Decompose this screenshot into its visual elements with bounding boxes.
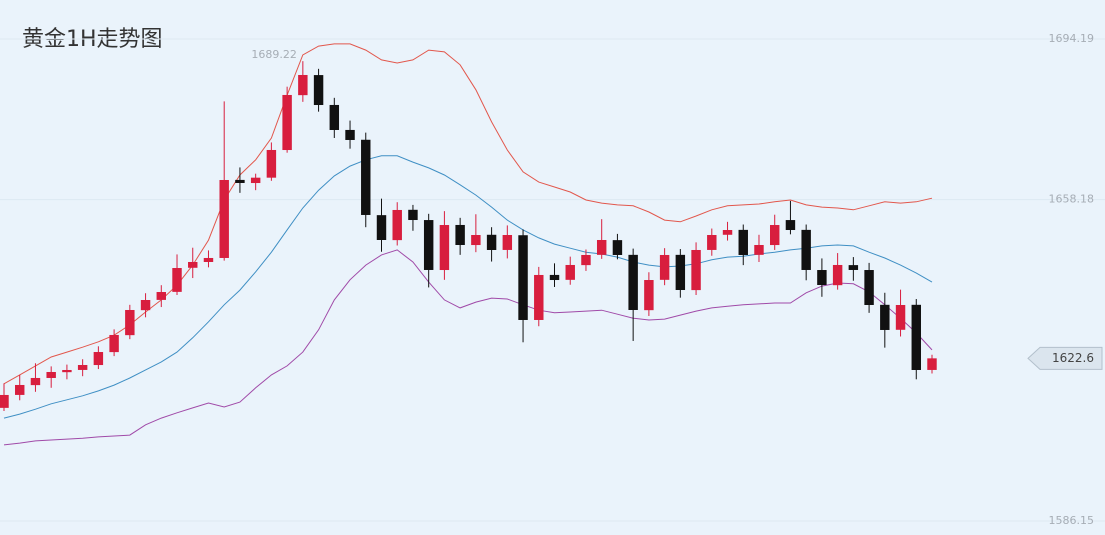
band-line [3,155,933,419]
candle-body [313,75,324,106]
candle-body [140,299,151,311]
candle-body [392,209,402,241]
candle-body [188,261,198,268]
candle-body [848,265,859,270]
candle-body [376,215,387,240]
candle-body [266,149,277,178]
candle-body [895,304,906,330]
candle-body [596,239,607,255]
candle-body [282,94,292,151]
y-tick-label: 1694.19 [1049,32,1095,45]
candle-body [880,304,890,330]
candle-body [361,139,371,215]
high-label: 1689.22 [251,48,297,61]
candle-body [502,235,513,250]
candle-body [738,229,748,255]
y-tick-label: 1586.15 [1049,514,1095,527]
candle-body [62,369,72,373]
candle-body [203,257,214,262]
candle-body [15,384,25,395]
candle-body [109,334,119,353]
candle-body [93,352,104,366]
candle-body [518,235,528,320]
candle-body [329,104,340,130]
candle-body [628,254,638,310]
candle-body [298,74,308,96]
candle-body [927,358,937,370]
candle-body [439,225,450,271]
candle-body [911,304,921,370]
candle-body [235,179,245,183]
candle-body [612,240,623,255]
candle-body [691,249,701,291]
candle-body [46,371,56,378]
candle-body [172,268,182,292]
price-tag-label: 1622.6 [1052,351,1094,365]
candle-body [801,229,811,270]
candle-body [549,274,560,281]
y-tick-label: 1658.18 [1049,193,1095,206]
candle-body [644,280,654,311]
candle-body [408,209,418,221]
candle-body [250,177,261,184]
candle-body [817,270,827,286]
candle-body [486,234,497,250]
candle-body [754,244,764,255]
candle-body [581,254,591,266]
price-tag [1027,346,1103,370]
chart-title: 黄金1H走势图 [22,27,163,52]
candle-body [785,220,796,231]
candle-body [0,394,9,408]
candle-body [30,377,41,386]
candle-body [565,264,575,280]
candle-body [769,225,780,246]
candle-body [675,254,686,291]
candle-body [659,254,670,280]
candle-body [345,129,355,140]
band-line [3,249,933,446]
candle-body [156,292,167,300]
candle-body [707,235,717,250]
band-line [3,43,933,385]
candle-body [722,230,733,235]
candle-body [423,220,434,270]
candle-body [77,364,88,370]
candle-body [455,224,465,245]
candle-body [534,274,544,320]
candle-body [125,309,135,336]
candle-body [864,270,874,305]
candle-body [832,264,843,286]
candle-body [471,235,481,246]
candle-body [219,179,229,258]
